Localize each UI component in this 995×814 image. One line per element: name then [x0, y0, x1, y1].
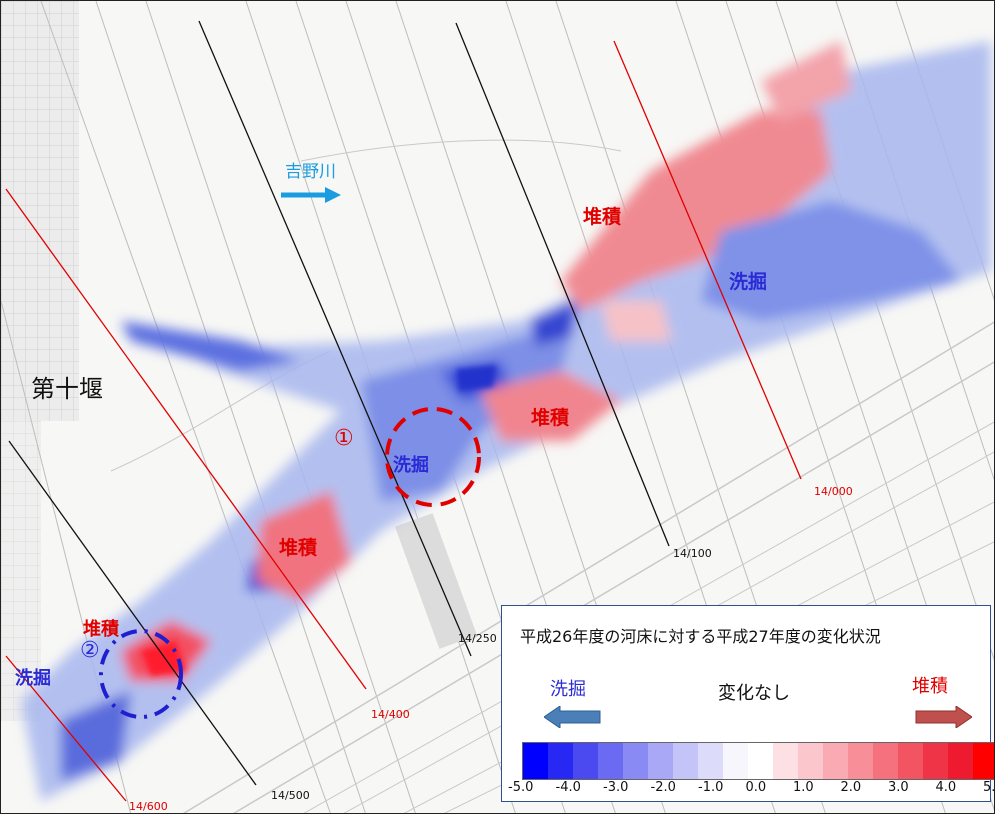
- legend-color-cell: [973, 743, 994, 779]
- legend-color-cell: [698, 743, 723, 779]
- legend-color-cell: [623, 743, 648, 779]
- legend-color-cell: [648, 743, 673, 779]
- legend-color-cell: [748, 743, 773, 779]
- legend-tick-label: 3.0: [888, 780, 909, 795]
- urban-grid: [1, 421, 41, 721]
- distance-label: 14/100: [673, 547, 712, 560]
- legend-title: 平成26年度の河床に対する平成27年度の変化状況: [520, 627, 881, 646]
- legend-tick-label: 5.0: [983, 780, 995, 795]
- legend-color-cell: [898, 743, 923, 779]
- legend-color-cell: [523, 743, 548, 779]
- section-14-000: [613, 40, 802, 480]
- distance-label: 14/000: [814, 485, 853, 498]
- legend-color-cell: [673, 743, 698, 779]
- deposition-label: 堆積: [531, 407, 570, 429]
- section-14-100: [455, 22, 670, 547]
- scour-label: 洗掘: [15, 668, 51, 689]
- cross-section-lines-red: [5, 40, 802, 802]
- flow-direction-arrow: [281, 187, 341, 203]
- focus-circle-1: [385, 407, 481, 507]
- legend-tick-label: 0.0: [745, 780, 767, 795]
- focus-circle-2: [99, 629, 183, 719]
- legend-tick-label: -3.0: [603, 780, 629, 795]
- distance-label: 14/600: [129, 800, 168, 813]
- section-14-400: [5, 188, 367, 690]
- legend-tick-label: -5.0: [508, 780, 534, 795]
- weir-label: 第十堰: [31, 375, 103, 403]
- distance-label: 14/500: [271, 789, 310, 802]
- change-field-detail: [141, 365, 496, 676]
- legend-tick-label: 1.0: [793, 780, 814, 795]
- distance-label: 14/250: [458, 632, 497, 645]
- legend-tick-label: -2.0: [650, 780, 676, 795]
- river-label: 吉野川: [285, 162, 336, 182]
- legend-color-cell: [598, 743, 623, 779]
- legend-color-cell: [848, 743, 873, 779]
- legend-tick-label: -4.0: [555, 780, 581, 795]
- legend-no-change-label: 変化なし: [718, 683, 790, 704]
- legend-color-cell: [873, 743, 898, 779]
- change-field: [21, 41, 991, 801]
- deposition-label: 堆積: [83, 619, 119, 640]
- legend-tick-label: 4.0: [935, 780, 957, 795]
- legend-color-cell: [573, 743, 598, 779]
- marker-2: ②: [80, 638, 100, 663]
- distance-label: 14/400: [371, 708, 410, 721]
- section-14-600: [5, 655, 127, 802]
- section-14-250: [198, 20, 472, 657]
- deposition-label: 堆積: [279, 537, 318, 559]
- legend-color-cell: [948, 743, 973, 779]
- legend-deposition-label: 堆積: [912, 676, 948, 697]
- legend-color-cell: [823, 743, 848, 779]
- legend-tick-label: -1.0: [698, 780, 724, 795]
- urban-grid: [1, 1, 79, 421]
- marker-1: ①: [334, 426, 354, 451]
- legend-color-cell: [798, 743, 823, 779]
- legend-color-cell: [723, 743, 748, 779]
- legend-scour-arrow-icon: [544, 706, 601, 728]
- legend-color-cell: [923, 743, 948, 779]
- legend-color-cell: [548, 743, 573, 779]
- weir-structure: [394, 513, 478, 649]
- section-14-500: [8, 440, 257, 786]
- legend-deposition-arrow-icon: [915, 706, 972, 728]
- deposition-label: 堆積: [583, 206, 622, 228]
- legend-tick-label: 2.0: [840, 780, 862, 795]
- legend-box: 平成26年度の河床に対する平成27年度の変化状況 洗掘 変化なし 堆積 -5.0…: [501, 605, 994, 802]
- legend-color-cell: [773, 743, 798, 779]
- legend-color-scale: [522, 742, 994, 780]
- scour-label: 洗掘: [393, 455, 429, 476]
- legend-scour-label: 洗掘: [550, 679, 586, 700]
- cross-section-lines-major: [8, 20, 670, 786]
- scour-label: 洗掘: [729, 271, 768, 293]
